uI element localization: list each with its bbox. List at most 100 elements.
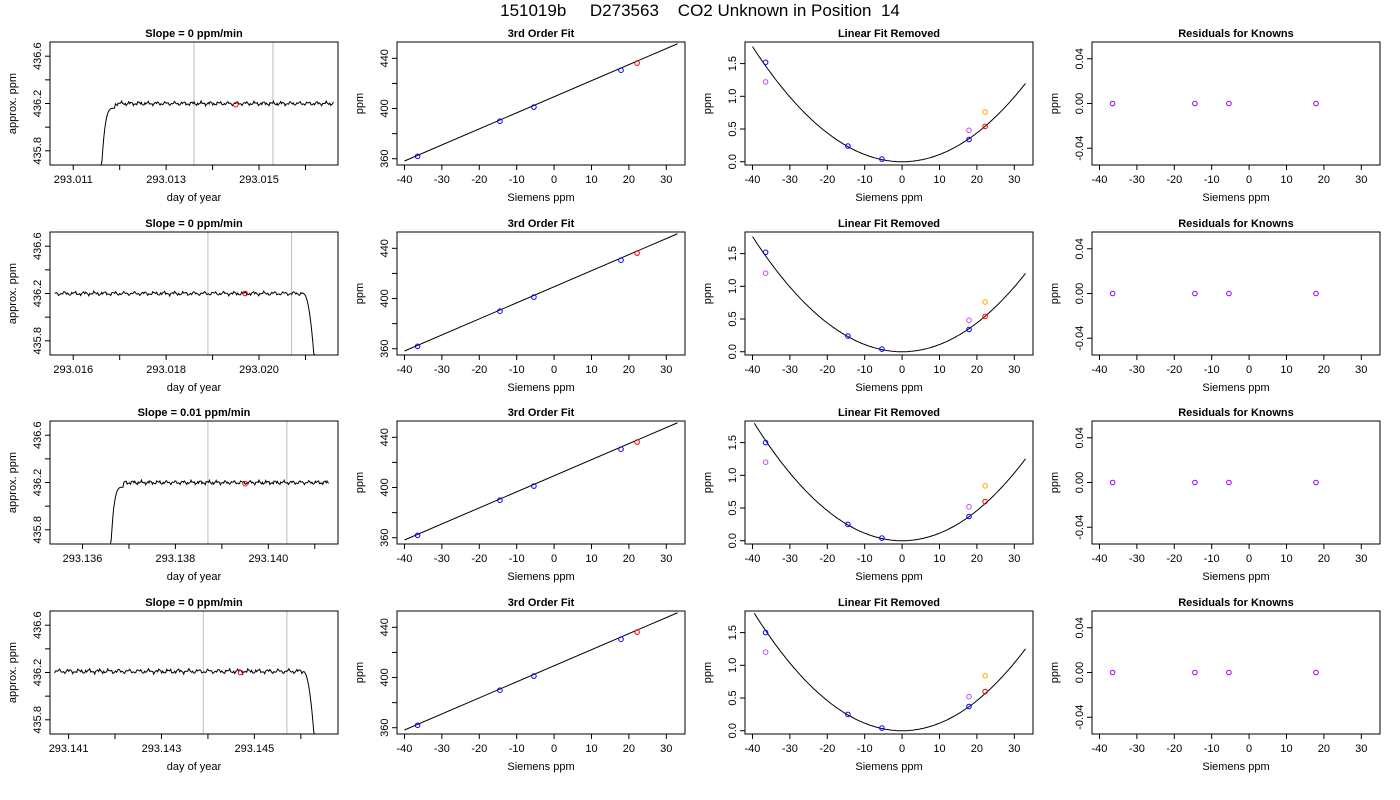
x-tick-label: -20 bbox=[471, 174, 487, 186]
plot-frame bbox=[396, 231, 686, 356]
x-tick-label: 20 bbox=[971, 743, 983, 755]
x-tick-label: 10 bbox=[933, 743, 945, 755]
unknown-point bbox=[634, 60, 640, 66]
y-tick-label: 1.0 bbox=[727, 279, 739, 294]
linear-residual-point bbox=[762, 270, 769, 277]
plot-frame bbox=[744, 610, 1034, 735]
x-tick-label: -20 bbox=[471, 743, 487, 755]
x-tick-label: 0 bbox=[1246, 364, 1252, 376]
y-tick-label: 440 bbox=[379, 239, 391, 257]
x-tick-label: 293.141 bbox=[49, 743, 89, 755]
x-tick-label: -10 bbox=[857, 174, 873, 186]
x-tick-label: 20 bbox=[623, 174, 635, 186]
panel-title: Slope = 0.01 ppm/min bbox=[138, 407, 251, 419]
unknown-linear-point bbox=[982, 109, 988, 115]
panel-1-2: 3rd Order Fit Siemens ppm ppm -40 -30 -20 -10 0… bbox=[354, 28, 686, 204]
x-tick-label: 20 bbox=[623, 364, 635, 376]
plot-frame bbox=[1091, 231, 1381, 356]
known-standard-point bbox=[762, 629, 769, 636]
x-tick-label: -20 bbox=[1166, 174, 1182, 186]
panel-title: 3rd Order Fit bbox=[508, 218, 575, 230]
y-tick-label: 400 bbox=[379, 668, 391, 686]
x-tick-label: 30 bbox=[1008, 553, 1020, 565]
x-tick-label: -10 bbox=[509, 743, 525, 755]
known-standard-point bbox=[879, 156, 885, 162]
y-axis-label: approx. ppm bbox=[7, 263, 19, 324]
y-axis-label: approx. ppm bbox=[7, 452, 19, 513]
x-tick-label: 10 bbox=[933, 553, 945, 565]
x-tick-label: 30 bbox=[1355, 364, 1367, 376]
known-standard-point bbox=[762, 59, 769, 66]
unknown-mean-marker bbox=[242, 290, 248, 297]
fit-curve bbox=[753, 613, 1026, 732]
y-tick-label: 436.6 bbox=[32, 611, 44, 639]
x-tick-label: -30 bbox=[1129, 743, 1145, 755]
unknown-point bbox=[982, 688, 988, 695]
x-axis-label: Siemens ppm bbox=[855, 571, 922, 583]
panel-title: Linear Fit Removed bbox=[838, 218, 940, 230]
x-tick-label: 30 bbox=[1355, 553, 1367, 565]
x-tick-label: 30 bbox=[1355, 174, 1367, 186]
known-standard-point bbox=[879, 346, 885, 352]
x-axis-label: Siemens ppm bbox=[855, 761, 922, 773]
x-tick-label: -20 bbox=[471, 553, 487, 565]
x-axis-label: Siemens ppm bbox=[855, 382, 922, 394]
y-tick-label: 440 bbox=[379, 618, 391, 636]
y-tick-label: 0.0 bbox=[727, 533, 739, 548]
x-tick-label: 293.143 bbox=[142, 743, 182, 755]
x-tick-label: 30 bbox=[1008, 364, 1020, 376]
x-tick-label: -20 bbox=[819, 364, 835, 376]
panel-title: Slope = 0 ppm/min bbox=[145, 28, 243, 40]
known-standard-point bbox=[414, 153, 421, 160]
x-tick-label: -40 bbox=[397, 364, 413, 376]
known-standard-point bbox=[845, 521, 851, 528]
y-tick-label: 435.8 bbox=[32, 327, 44, 355]
x-tick-label: 293.145 bbox=[235, 743, 275, 755]
known-standard-point bbox=[497, 687, 503, 694]
y-tick-label: 1.5 bbox=[727, 246, 739, 261]
panel-1-4: Residuals for Knowns Siemens ppm ppm -40 -30… bbox=[1049, 28, 1381, 204]
linear-residual-point bbox=[966, 693, 972, 700]
unknown-point bbox=[982, 313, 988, 320]
panel-2-1: Slope = 0 ppm/min day of year approx. ppm 2… bbox=[7, 218, 339, 394]
panel-title: Residuals for Knowns bbox=[1178, 218, 1294, 230]
y-axis-label: ppm bbox=[1049, 283, 1061, 304]
x-tick-label: -30 bbox=[434, 174, 450, 186]
known-standard-point bbox=[414, 532, 421, 539]
y-tick-label: 0.04 bbox=[1074, 238, 1086, 259]
x-axis-label: Siemens ppm bbox=[1202, 761, 1269, 773]
known-standard-point bbox=[497, 497, 503, 504]
unknown-point bbox=[634, 439, 640, 445]
y-axis-label: ppm bbox=[1049, 662, 1061, 683]
panel-1-1: Slope = 0 ppm/min day of year approx. ppm 2… bbox=[7, 28, 339, 204]
plot-frame bbox=[1091, 420, 1381, 545]
x-tick-label: 30 bbox=[1008, 743, 1020, 755]
known-standard-point bbox=[618, 446, 624, 453]
x-tick-label: -10 bbox=[857, 364, 873, 376]
x-tick-label: -20 bbox=[819, 553, 835, 565]
known-standard-point bbox=[966, 703, 972, 710]
x-tick-label: 10 bbox=[585, 364, 597, 376]
x-tick-label: 0 bbox=[899, 743, 905, 755]
x-tick-label: 30 bbox=[660, 743, 672, 755]
y-axis-label: ppm bbox=[354, 283, 366, 304]
residual-point bbox=[1109, 479, 1116, 486]
x-tick-label: -30 bbox=[782, 364, 798, 376]
y-tick-label: 360 bbox=[379, 340, 391, 358]
x-axis-label: day of year bbox=[167, 382, 222, 394]
y-axis-label: approx. ppm bbox=[7, 73, 19, 134]
x-tick-label: -10 bbox=[857, 743, 873, 755]
residual-point bbox=[1192, 100, 1198, 107]
x-tick-label: -10 bbox=[1204, 364, 1220, 376]
x-tick-label: 293.018 bbox=[146, 364, 186, 376]
y-tick-label: 0.5 bbox=[727, 690, 739, 705]
x-tick-label: -40 bbox=[745, 364, 761, 376]
x-axis-label: Siemens ppm bbox=[1202, 192, 1269, 204]
y-tick-label: 0.5 bbox=[727, 500, 739, 515]
ppm-trace-line bbox=[54, 667, 316, 735]
plot-frame bbox=[1091, 41, 1381, 166]
x-tick-label: -40 bbox=[1092, 364, 1108, 376]
x-tick-label: 30 bbox=[660, 174, 672, 186]
y-axis-label: ppm bbox=[702, 93, 714, 114]
